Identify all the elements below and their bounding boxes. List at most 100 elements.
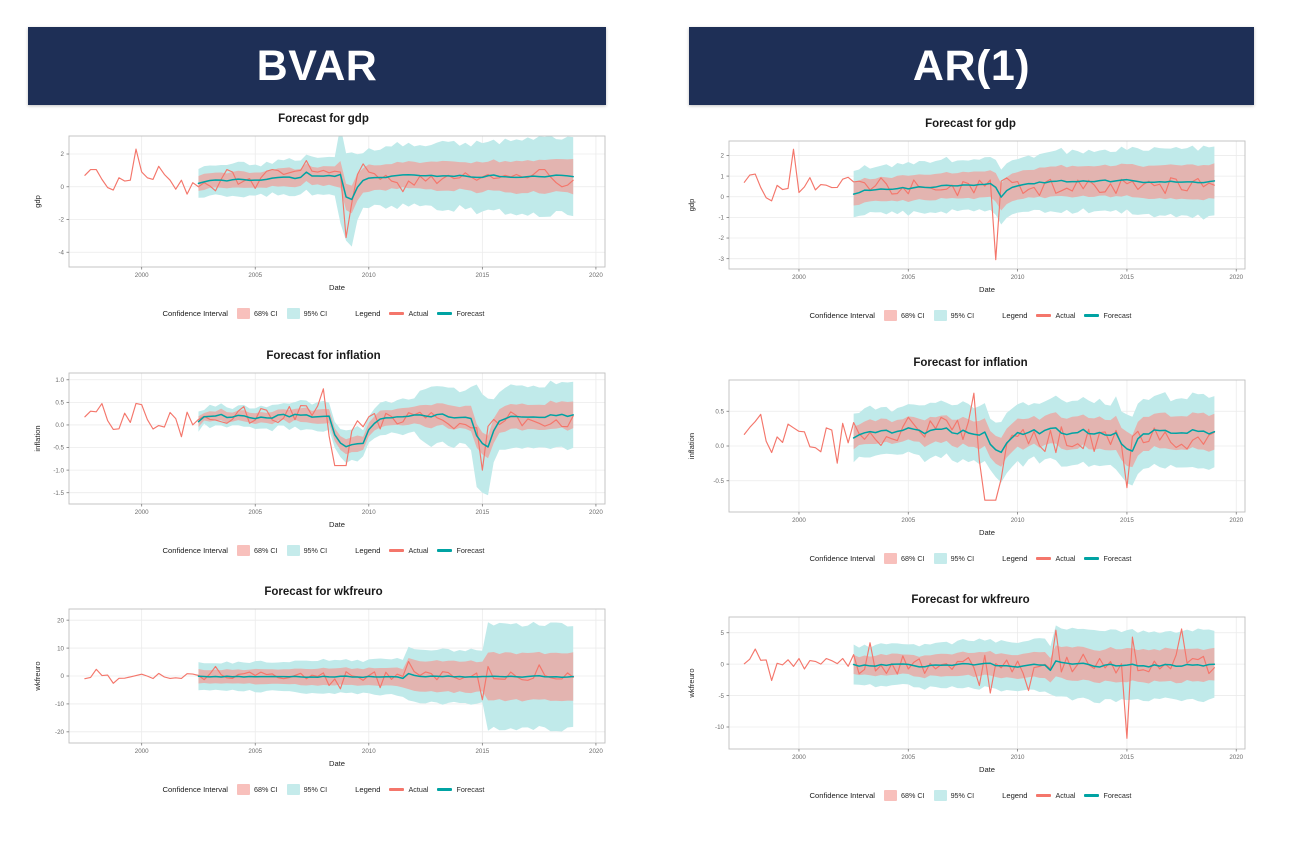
legend-item-actual: Actual [389, 785, 428, 794]
x-tick-label: 2005 [901, 754, 915, 761]
legend-item-ci95: 95% CI [286, 308, 328, 319]
actual-line-icon [389, 549, 405, 552]
legend-ci68-label: 68% CI [900, 311, 925, 320]
x-tick-label: 2005 [901, 274, 915, 281]
legend-forecast-label: Forecast [1103, 311, 1132, 320]
x-tick-label: 2010 [361, 272, 375, 279]
legend-forecast-label: Forecast [456, 309, 485, 318]
x-tick-label: 2020 [1229, 754, 1243, 761]
forecast-line-icon [437, 788, 453, 791]
chart-block-bvar-inflation: Forecast for inflation 1.0 0.5 0.0 -0.5 -1.0… [0, 350, 647, 556]
plot-border [68, 372, 605, 505]
banner-title-bvar: BVAR [256, 41, 378, 90]
chart-block-ar1-wkfreuro: Forecast for wkfreuro 5 0 -5 -10 2000 2005 201… [647, 594, 1294, 801]
actual-line-icon [1036, 794, 1052, 797]
forecast-series-line [197, 171, 574, 201]
legend-item-forecast: Forecast [1084, 311, 1131, 320]
legend-ci95-label: 95% CI [303, 546, 328, 555]
x-tick-label: 2000 [792, 517, 806, 524]
legend-item-ci68: 68% CI [883, 790, 925, 801]
actual-series-line [83, 148, 574, 239]
y-tick-label: -2 [718, 235, 724, 242]
x-tick-label: 2020 [1229, 517, 1243, 524]
forecast-line-icon [437, 549, 453, 552]
legend-item-ci95: 95% CI [933, 790, 975, 801]
x-tick-label: 2010 [361, 509, 375, 516]
y-tick-label: 0.0 [55, 422, 64, 429]
chart-svg: 2 1 0 -1 -2 -3 2000 2005 2010 2015 2020 Date gdp [687, 140, 1245, 294]
y-axis-label: wkfreuro [33, 661, 42, 691]
forecast-series-line [852, 178, 1215, 198]
ci95-swatch-icon [286, 784, 300, 795]
y-tick-label: -1.5 [53, 490, 64, 497]
y-axis-label: wkfreuro [687, 668, 696, 698]
panel-banner-ar1: AR(1) [689, 27, 1254, 105]
legend-ci-title: Confidence Interval [809, 791, 875, 800]
banner-title-ar1: AR(1) [912, 41, 1031, 90]
legend-ci95-label: 95% CI [303, 785, 328, 794]
y-tick-label: -1.0 [53, 467, 64, 474]
ci68-swatch-icon [883, 553, 897, 564]
x-tick-label: 2000 [792, 274, 806, 281]
y-tick-label: -3 [718, 256, 724, 263]
y-tick-label: -2 [58, 217, 64, 224]
legend-ci68-label: 68% CI [253, 309, 278, 318]
chart-title-bvar-inflation: Forecast for inflation [266, 350, 381, 362]
y-tick-label: 2 [720, 153, 724, 160]
y-tick-label: 5 [720, 630, 724, 637]
chart-svg: 1.0 0.5 0.0 -0.5 -1.0 -1.5 2000 2005 2010 2015 202… [33, 372, 605, 529]
legend-ci68-label: 68% CI [900, 791, 925, 800]
legend-actual-label: Actual [1055, 311, 1076, 320]
x-tick-label: 2000 [134, 272, 148, 279]
actual-series-line [83, 660, 574, 701]
y-tick-label: 0.5 [715, 408, 724, 415]
legend-series-title: Legend [1002, 554, 1028, 563]
legend-forecast-label: Forecast [1103, 554, 1132, 563]
chart-block-bvar-wkfreuro: Forecast for wkfreuro 20 10 0 -10 -20 2000 200… [0, 586, 647, 795]
chart-title-bvar-gdp: Forecast for gdp [278, 113, 369, 125]
legend-ar1-wkfreuro: Confidence Interval 68% CI 95% CI Legend… [647, 790, 1294, 801]
x-tick-label: 2020 [1229, 274, 1243, 281]
x-tick-label: 2015 [1120, 754, 1134, 761]
legend-ci-title: Confidence Interval [809, 311, 875, 320]
ci95-swatch-icon [933, 310, 947, 321]
plot-bvar-wkfreuro: 20 10 0 -10 -20 2000 2005 2010 2015 2020 Date wkfre… [29, 601, 619, 779]
y-tick-label: -10 [55, 701, 65, 708]
y-tick-label: -5 [718, 693, 724, 700]
legend-item-forecast: Forecast [1084, 554, 1131, 563]
forecast-series-line [852, 660, 1215, 672]
ci95-swatch-icon [933, 790, 947, 801]
legend-ci-title: Confidence Interval [809, 554, 875, 563]
x-tick-label: 2000 [134, 748, 148, 755]
ci95-swatch-icon [933, 553, 947, 564]
legend-series-title: Legend [1002, 311, 1028, 320]
ci68-swatch-icon [883, 790, 897, 801]
legend-ci95-label: 95% CI [950, 791, 975, 800]
chart-block-ar1-gdp: Forecast for gdp 2 1 0 -1 -2 -3 2000 2005 2010 20… [647, 118, 1294, 321]
legend-item-actual: Actual [1036, 311, 1075, 320]
legend-item-ci68: 68% CI [883, 553, 925, 564]
chart-block-ar1-inflation: Forecast for inflation 0.5 0.0 -0.5 2000 200… [647, 357, 1294, 564]
y-tick-label: 0 [60, 673, 64, 680]
y-tick-label: -0.5 [53, 445, 64, 452]
legend-item-forecast: Forecast [437, 785, 484, 794]
legend-ci-title: Confidence Interval [162, 309, 228, 318]
legend-item-ci95: 95% CI [933, 310, 974, 321]
y-axis-label: gdp [33, 195, 42, 208]
y-tick-label: 0.5 [55, 400, 64, 407]
x-tick-label: 2005 [901, 517, 915, 524]
forecast-line-icon [1084, 314, 1100, 317]
x-axis-label: Date [978, 528, 994, 537]
legend-ci95-label: 95% CI [303, 309, 328, 318]
plot-bvar-gdp: 2 0 -2 -4 2000 2005 2010 2015 2020 Date gdp [29, 128, 619, 303]
chart-svg: 0.5 0.0 -0.5 2000 2005 2010 2015 2020 Date inflat… [687, 379, 1245, 537]
x-tick-label: 2000 [134, 509, 148, 516]
ci68-swatch-icon [236, 784, 250, 795]
y-tick-label: 0.0 [715, 443, 724, 450]
plot-ar1-gdp: 2 1 0 -1 -2 -3 2000 2005 2010 2015 2020 Date gdp [683, 133, 1259, 305]
chart-title-ar1-inflation: Forecast for inflation [913, 357, 1028, 369]
x-tick-label: 2020 [589, 748, 603, 755]
y-tick-label: -10 [715, 724, 725, 731]
x-axis-label: Date [978, 765, 994, 774]
